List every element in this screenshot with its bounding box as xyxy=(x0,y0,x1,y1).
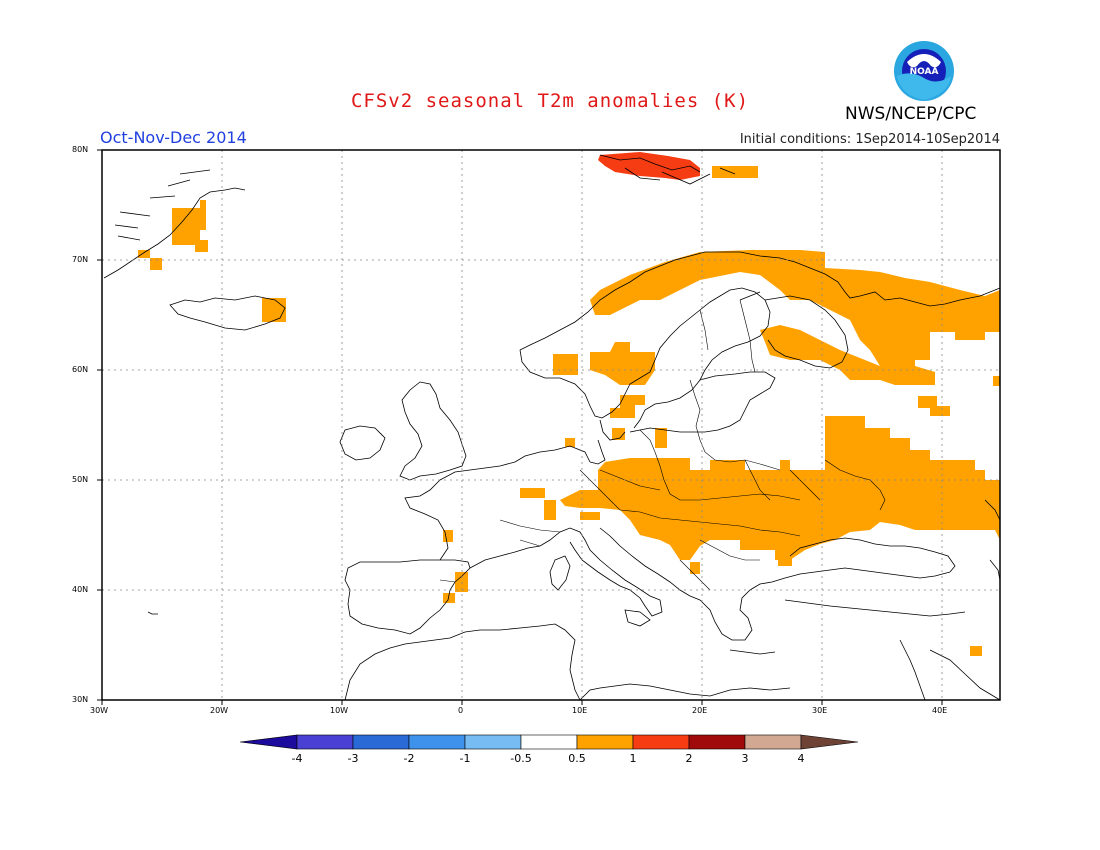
colorbar-segment-4 xyxy=(408,734,466,750)
anomaly-scandinavia-north xyxy=(590,250,1000,366)
colorbar-segment-7 xyxy=(576,734,634,750)
lon-label: 30W xyxy=(90,706,109,715)
lat-label: 40N xyxy=(72,585,89,594)
lon-label: 10W xyxy=(330,706,349,715)
organization-label: NWS/NCEP/CPC xyxy=(845,104,977,124)
lon-label: 10E xyxy=(572,706,588,715)
anomaly-greenland-east xyxy=(172,200,208,252)
colorbar-label: -3 xyxy=(347,752,359,765)
anomaly-russia-northwest xyxy=(760,325,935,385)
colorbar xyxy=(239,734,859,750)
colorbar-label: -0.5 xyxy=(510,752,532,765)
anomaly-norway-central xyxy=(590,342,655,385)
noaa-logo-icon: NOAA xyxy=(894,41,954,101)
coastlines xyxy=(103,154,1001,701)
anomaly-iceland-east xyxy=(262,298,286,322)
initial-conditions: Initial conditions: 1Sep2014-10Sep2014 xyxy=(739,132,1000,147)
colorbar-segment-11 xyxy=(800,734,859,750)
colorbar-segment-2 xyxy=(296,734,354,750)
country-borders xyxy=(439,299,886,591)
colorbar-label: -2 xyxy=(403,752,415,765)
lat-label: 50N xyxy=(72,475,89,484)
colorbar-segment-8 xyxy=(632,734,690,750)
colorbar-label: 0.5 xyxy=(568,752,586,765)
anomaly-svalbard xyxy=(598,152,700,180)
graticule xyxy=(102,150,1000,700)
map-frame xyxy=(101,149,1001,701)
lon-label: 20W xyxy=(210,706,229,715)
colorbar-segment-5 xyxy=(464,734,522,750)
axis-ticks xyxy=(97,149,943,705)
lon-label: 0 xyxy=(458,706,464,715)
anomaly-spain-east xyxy=(455,572,468,592)
colorbar-label: -4 xyxy=(291,752,303,765)
colorbar-segment-9 xyxy=(688,734,746,750)
lat-label: 30N xyxy=(72,695,89,704)
lat-label: 60N xyxy=(72,365,89,374)
anomaly-fills xyxy=(138,166,1000,656)
lon-label: 30E xyxy=(812,706,828,715)
colorbar-segment-3 xyxy=(352,734,410,750)
chart-title: CFSv2 seasonal T2m anomalies (K) xyxy=(350,90,750,112)
colorbar-label: 2 xyxy=(685,752,693,765)
lon-label: 40E xyxy=(932,706,948,715)
lat-label: 70N xyxy=(72,255,89,264)
forecast-period: Oct-Nov-Dec 2014 xyxy=(100,128,247,147)
colorbar-label: 3 xyxy=(741,752,749,765)
lat-label: 80N xyxy=(72,145,89,154)
colorbar-segment-1 xyxy=(239,734,298,750)
svg-text:NOAA: NOAA xyxy=(910,67,939,77)
lon-label: 20E xyxy=(692,706,708,715)
colorbar-label: 1 xyxy=(629,752,637,765)
colorbar-label: 4 xyxy=(797,752,805,765)
anomaly-norway-west xyxy=(553,354,578,375)
colorbar-segment-10 xyxy=(744,734,802,750)
colorbar-label: -1 xyxy=(459,752,471,765)
colorbar-segment-6 xyxy=(520,734,578,750)
anomaly-eastern-europe xyxy=(560,416,1000,560)
